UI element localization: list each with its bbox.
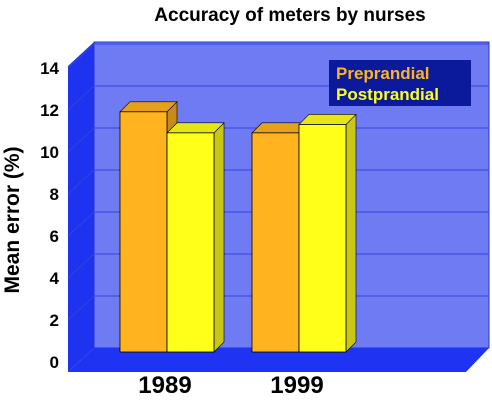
x-category-label: 1999 (270, 372, 323, 399)
chart-title: Accuracy of meters by nurses (154, 5, 425, 26)
bar-1989-postprandial (166, 122, 225, 353)
bar-front (119, 111, 168, 353)
y-tick-label: 6 (50, 227, 59, 246)
y-tick-label: 4 (50, 269, 60, 288)
bar-front (298, 124, 347, 353)
gridline (67, 43, 489, 69)
floor (68, 348, 489, 372)
bar-1999-postprandial (298, 113, 357, 353)
x-category-label: 1989 (138, 372, 191, 399)
gridline (67, 127, 489, 153)
gridline (67, 211, 489, 237)
bar-side (213, 122, 225, 353)
y-tick-label: 2 (50, 311, 59, 330)
bar-front (251, 132, 300, 353)
side-wall (68, 42, 94, 372)
category-labels: 1989 1999 (138, 372, 323, 399)
legend-item-postprandial: Postprandial (336, 85, 439, 104)
y-tick-label: 8 (50, 185, 59, 204)
y-axis-label: Mean error (%) (1, 146, 24, 293)
gridline (67, 295, 489, 321)
y-tick-label: 0 (50, 353, 59, 372)
bar-top (298, 114, 357, 125)
legend-box (329, 60, 471, 106)
bar-top (166, 122, 225, 134)
bars (119, 101, 357, 353)
bar-top (119, 101, 178, 113)
y-tick-label: 12 (40, 101, 59, 120)
y-tick-label: 14 (40, 59, 59, 78)
y-axis-ticks: 0 2 4 6 8 10 12 14 (40, 59, 59, 372)
y-tick-label: 10 (40, 143, 59, 162)
bar-side (345, 113, 357, 353)
legend: Preprandial Postprandial (329, 60, 471, 106)
legend-item-preprandial: Preprandial (336, 64, 430, 83)
gridline (67, 253, 489, 279)
bar-front (166, 132, 215, 353)
gridline (67, 169, 489, 195)
